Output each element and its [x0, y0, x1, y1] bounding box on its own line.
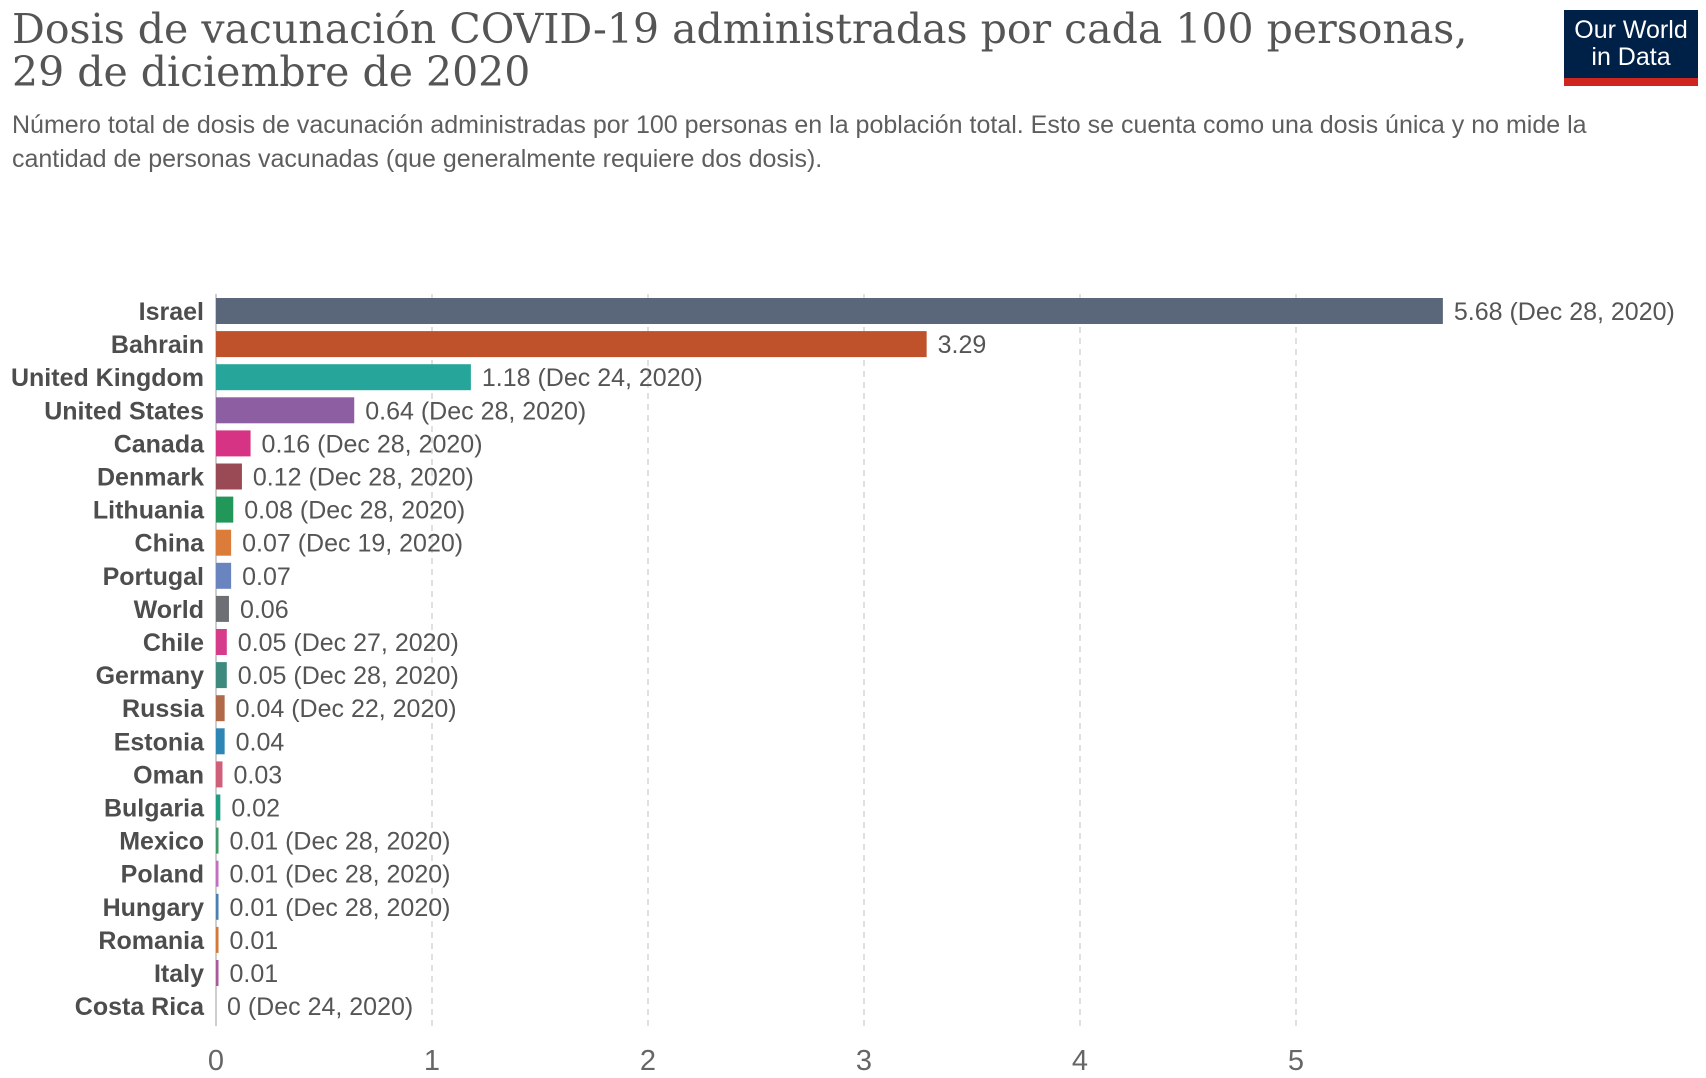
- logo-line-2: in Data: [1591, 43, 1671, 71]
- category-label: Russia: [122, 695, 205, 723]
- category-label: Poland: [121, 861, 204, 889]
- bar: [216, 331, 927, 358]
- bar: [216, 364, 471, 391]
- category-label: Romania: [98, 927, 205, 955]
- category-label: Italy: [154, 960, 204, 988]
- value-label: 0.01: [230, 960, 279, 988]
- bar: [216, 595, 229, 622]
- value-label: 0.04: [236, 728, 285, 756]
- category-label: Hungary: [103, 894, 205, 922]
- bar: [216, 827, 219, 854]
- category-label: Denmark: [97, 464, 204, 492]
- value-label: 0.04 (Dec 22, 2020): [236, 695, 457, 723]
- bar: [216, 728, 225, 755]
- x-tick-label: 3: [856, 1045, 872, 1077]
- x-tick-label: 0: [208, 1045, 224, 1077]
- category-label: Chile: [143, 629, 204, 657]
- bar: [216, 430, 251, 457]
- chart-subtitle: Número total de dosis de vacunación admi…: [12, 111, 1587, 173]
- category-label: Costa Rica: [75, 993, 205, 1021]
- bar: [216, 662, 227, 689]
- value-label: 5.68 (Dec 28, 2020): [1454, 298, 1675, 326]
- value-label: 0.01 (Dec 28, 2020): [230, 828, 451, 856]
- category-label: Canada: [114, 430, 205, 458]
- value-label: 0.01 (Dec 28, 2020): [230, 861, 451, 889]
- bar: [216, 397, 355, 424]
- category-label: Oman: [133, 761, 204, 789]
- value-label: 0.02: [231, 795, 280, 823]
- bar: [216, 629, 227, 655]
- bar: [216, 761, 223, 788]
- category-label: United States: [44, 397, 204, 425]
- category-label: United Kingdom: [11, 364, 204, 392]
- value-label: 0.05 (Dec 28, 2020): [238, 662, 459, 690]
- value-label: 0.08 (Dec 28, 2020): [244, 497, 465, 525]
- value-label: 3.29: [938, 331, 987, 359]
- x-tick-label: 5: [1288, 1045, 1304, 1077]
- bar: [216, 960, 219, 986]
- bar: [216, 860, 219, 887]
- value-label: 0.01 (Dec 28, 2020): [230, 894, 451, 922]
- value-label: 0.07: [242, 563, 291, 591]
- bar: [216, 463, 242, 490]
- value-label: 0.16 (Dec 28, 2020): [262, 430, 483, 458]
- category-label: Bulgaria: [104, 795, 205, 823]
- category-label: Portugal: [103, 563, 204, 591]
- category-label: World: [134, 596, 204, 624]
- value-label: 0.05 (Dec 27, 2020): [238, 629, 459, 657]
- category-label: Mexico: [119, 828, 204, 856]
- category-label: Estonia: [114, 728, 205, 756]
- value-label: 0.12 (Dec 28, 2020): [253, 464, 474, 492]
- value-label: 0.03: [233, 761, 282, 789]
- bar: [216, 893, 219, 920]
- owid-logo[interactable]: Our World in Data: [1564, 10, 1698, 86]
- x-tick-label: 4: [1072, 1045, 1088, 1077]
- value-label: 0.01: [230, 927, 279, 955]
- bar: [216, 298, 1443, 324]
- value-label: 0 (Dec 24, 2020): [227, 993, 413, 1021]
- value-label: 1.18 (Dec 24, 2020): [482, 364, 703, 392]
- category-label: Israel: [139, 298, 204, 326]
- category-label: Germany: [96, 662, 204, 690]
- value-label: 0.07 (Dec 19, 2020): [242, 530, 463, 558]
- logo-line-1: Our World: [1574, 16, 1688, 44]
- bar: [216, 695, 225, 722]
- bar: [216, 529, 232, 556]
- category-label: China: [135, 530, 206, 558]
- bar: [216, 926, 219, 953]
- bar: [216, 794, 221, 821]
- category-label: Lithuania: [93, 497, 205, 525]
- value-label: 0.64 (Dec 28, 2020): [365, 397, 586, 425]
- category-label: Bahrain: [111, 331, 204, 359]
- bar: [216, 562, 232, 589]
- x-tick-label: 2: [640, 1045, 656, 1077]
- chart-title: Dosis de vacunación COVID-19 administrad…: [12, 5, 1468, 96]
- x-tick-label: 1: [424, 1045, 440, 1077]
- bar: [216, 496, 234, 523]
- value-label: 0.06: [240, 596, 289, 624]
